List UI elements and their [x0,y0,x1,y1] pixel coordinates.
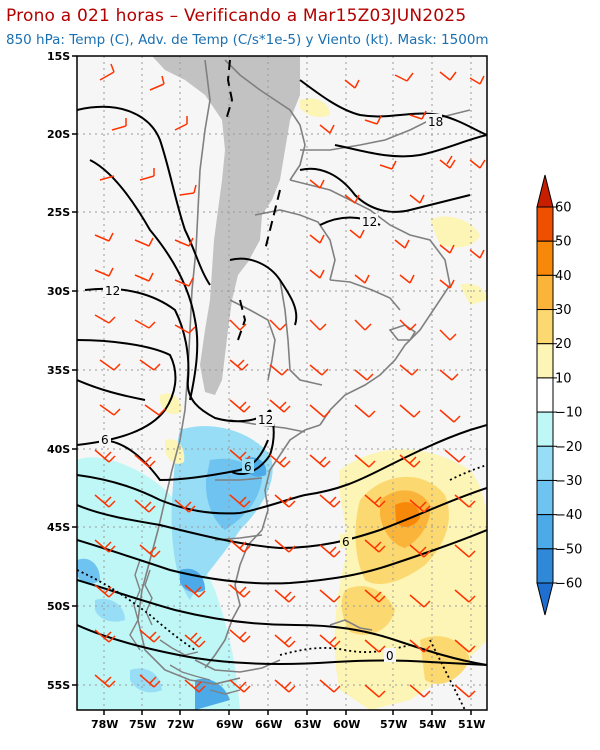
colorbar-segment [536,206,554,242]
lon-label: 72W [167,718,194,731]
contour-label-6-west: 6 [101,433,109,447]
colorbar-segment [536,309,554,345]
warm-advection-shading [160,98,487,710]
lon-label: 54W [419,718,446,731]
lon-label: 63W [294,718,321,731]
colorbar-segment [536,174,554,208]
contour-label-0: 0 [386,649,394,663]
colorbar-labels: 60 50 40 30 20 10 −10 −20 −30 −40 −50 −60 [553,201,582,592]
zero-contour [77,464,487,710]
map-frame [76,55,488,711]
lon-label: 75W [129,718,156,731]
lat-label: 25S [47,206,70,219]
colorbar-segment [536,582,554,616]
colorbar-label: 30 [555,303,572,318]
axis-ticks [72,55,472,715]
lat-label: 40S [47,443,70,456]
colorbar-label: −40 [555,508,582,523]
colorbar-label: 60 [555,201,572,216]
colorbar-label: −20 [555,440,582,455]
chile-archipelago [129,559,241,695]
colorbar-segment [536,445,554,481]
colorbar-label: −50 [555,542,582,557]
lon-label: 66W [255,718,282,731]
colorbar-segment [536,479,554,516]
colorbar-segment [536,377,554,413]
colorbar-segment [536,514,554,550]
colorbar-label: 10 [555,371,572,386]
contour-label-18: 18 [428,115,443,129]
contour-label-6-east: 6 [342,535,350,549]
colorbar-segments [536,174,554,616]
contour-labels: 18 12 12 12 6 6 6 0 [99,114,443,663]
lat-label: 35S [47,364,70,377]
lat-label: 15S [47,50,70,63]
latitude-labels: 15S 20S 25S 30S 35S 40S 45S 50S 55S [47,50,70,692]
colorbar-label: 40 [555,269,572,284]
lat-label: 20S [47,128,70,141]
colorbar-segment [536,274,554,311]
grid-lines [77,56,487,710]
chart-title: Prono a 021 horas – Verificando a Mar15Z… [6,6,467,26]
colorbar-segment [536,548,554,584]
colorbar-label: 20 [555,337,572,352]
wind-barbs [94,63,486,698]
lat-label: 45S [47,521,70,534]
contour-label-12-north: 12 [362,215,377,229]
colorbar-label: 50 [555,235,572,250]
lon-label: 69W [216,718,243,731]
contour-label-12-west: 12 [105,284,120,298]
lon-label: 51W [458,718,485,731]
map-fields [77,56,487,710]
lon-label: 57W [380,718,407,731]
colorbar-segment [536,240,554,276]
colorbar-label: −30 [555,474,582,489]
country-borders [137,59,471,685]
colorbar-label: −60 [555,577,582,592]
contour-label-12-center: 12 [258,413,273,427]
chart-subtitle: 850 hPa: Temp (C), Adv. de Temp (C/s*1e-… [6,32,489,48]
terrain-mask [152,56,300,395]
colorbar-segment [536,343,554,379]
contour-label-6-center: 6 [244,460,252,474]
lon-label: 60W [333,718,360,731]
colorbar-segment [536,411,554,447]
lat-label: 30S [47,285,70,298]
lon-label: 78W [91,718,118,731]
dashed-contours [225,59,281,341]
lat-label: 55S [47,679,70,692]
longitude-labels: 78W 75W 72W 69W 66W 63W 60W 57W 54W 51W [91,718,485,731]
colorbar-label: −10 [555,406,582,421]
lat-label: 50S [47,600,70,613]
